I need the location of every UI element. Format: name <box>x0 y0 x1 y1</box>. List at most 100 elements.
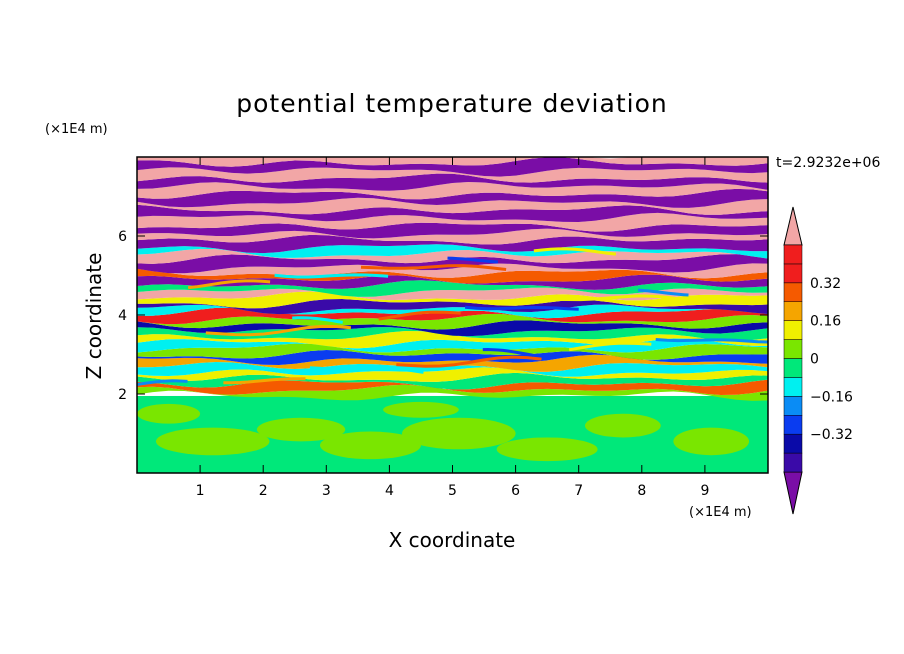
contour-layer <box>137 372 768 390</box>
x-axis-label: X coordinate <box>389 528 516 552</box>
contour-streak <box>360 264 507 271</box>
contour-layer <box>137 212 768 232</box>
contour-streak <box>292 316 343 324</box>
chart-title: potential temperature deviation <box>236 89 667 118</box>
contour-layer <box>137 244 768 259</box>
contour-layer <box>137 182 768 200</box>
colorbar-box <box>783 320 803 340</box>
contour-layer <box>137 263 768 279</box>
x-tick-label: 3 <box>322 483 331 499</box>
colorbar-box <box>783 396 803 416</box>
y-tick-label: 6 <box>118 229 127 245</box>
contour-layer <box>137 268 768 284</box>
y-axis-ticks: 2 4 6 <box>118 229 768 403</box>
x-tick-label: 8 <box>637 483 646 499</box>
contour-layer <box>137 188 768 208</box>
contour-blob <box>402 417 516 450</box>
colorbar: 0.32 0.16 0 −0.16 −0.32 <box>783 206 853 515</box>
contour-streak <box>274 273 389 279</box>
colorbar-box <box>783 282 803 303</box>
contour-layer <box>137 167 768 183</box>
contour-streak <box>223 377 306 385</box>
contour-layer <box>137 379 768 395</box>
y-axis-label: Z coordinate <box>82 253 106 380</box>
contour-blob <box>673 427 750 456</box>
contour-streak <box>396 355 542 368</box>
contour-layer <box>137 307 768 325</box>
colorbar-box <box>783 339 803 359</box>
contour-streak <box>533 247 617 256</box>
contour-layer <box>137 291 768 309</box>
colorbar-label: −0.32 <box>810 427 853 443</box>
contour-layer <box>137 234 768 254</box>
colorbar-label: −0.16 <box>810 389 853 405</box>
y-tick-label: 2 <box>118 387 127 403</box>
contour-streak <box>378 310 461 321</box>
contour-layer <box>137 157 768 177</box>
contour-streak <box>447 256 499 264</box>
x-tick-label: 4 <box>385 483 394 499</box>
x-tick-label: 9 <box>700 483 709 499</box>
contour-streak <box>205 324 352 337</box>
contour-streak <box>464 305 579 311</box>
contour-layer <box>137 320 768 337</box>
contour-layer <box>137 228 768 245</box>
contour-layer <box>137 222 768 239</box>
contour-layer <box>137 280 768 297</box>
x-tick-label: 6 <box>511 483 520 499</box>
x-tick-label: 5 <box>448 483 457 499</box>
contour-streak <box>482 347 534 357</box>
contour-streak <box>655 338 768 344</box>
colorbar-box <box>783 452 803 473</box>
colorbar-box <box>783 377 803 397</box>
contour-blob <box>319 431 421 460</box>
colorbar-box <box>783 301 803 321</box>
contour-field <box>137 157 768 473</box>
colorbar-label: 0.32 <box>810 276 841 292</box>
contour-layer <box>137 204 768 222</box>
contour-blob <box>256 417 346 442</box>
contour-streak <box>568 341 652 352</box>
colorbar-label: 0 <box>810 352 819 368</box>
y-axis-unit: (×1E4 m) <box>45 122 108 137</box>
contour-layer <box>137 313 768 330</box>
colorbar-box <box>783 244 803 265</box>
colorbar-max-arrow <box>783 206 803 246</box>
colorbar-min-arrow <box>783 471 803 515</box>
contour-streak <box>637 288 689 297</box>
contour-streak <box>137 379 188 386</box>
contour-layer <box>137 384 768 401</box>
contour-blob <box>383 401 459 418</box>
y-tick-label: 4 <box>118 308 127 324</box>
contour-layer <box>137 362 768 377</box>
contour-layer <box>137 173 768 191</box>
contour-streak <box>187 279 271 290</box>
colorbar-label: 0.16 <box>810 314 841 330</box>
contour-blob <box>137 403 201 424</box>
contour-layer <box>137 367 768 382</box>
contour-layer <box>137 274 768 290</box>
time-label: t=2.9232e+06 <box>776 155 880 171</box>
contour-layer <box>137 254 768 274</box>
x-axis-unit: (×1E4 m) <box>689 505 752 520</box>
contour-layer <box>137 197 768 215</box>
x-axis-ticks: 1 2 3 4 5 6 7 8 9 <box>196 157 709 499</box>
contour-layer <box>137 299 768 315</box>
contour-layer <box>137 354 768 372</box>
contour-streak <box>551 294 697 303</box>
colorbar-box <box>783 358 803 378</box>
colorbar-box <box>783 433 803 454</box>
contour-streak <box>309 366 424 374</box>
x-tick-label: 1 <box>196 483 205 499</box>
contour-blob <box>496 437 598 462</box>
contour-blob <box>155 427 270 456</box>
contour-layer <box>137 338 768 353</box>
colorbar-box <box>783 415 803 435</box>
colorbar-box <box>783 263 803 284</box>
contour-blob <box>585 413 661 438</box>
x-tick-label: 2 <box>259 483 268 499</box>
contour-layer <box>137 343 768 360</box>
x-tick-label: 7 <box>574 483 583 499</box>
contour-layer <box>137 350 768 365</box>
